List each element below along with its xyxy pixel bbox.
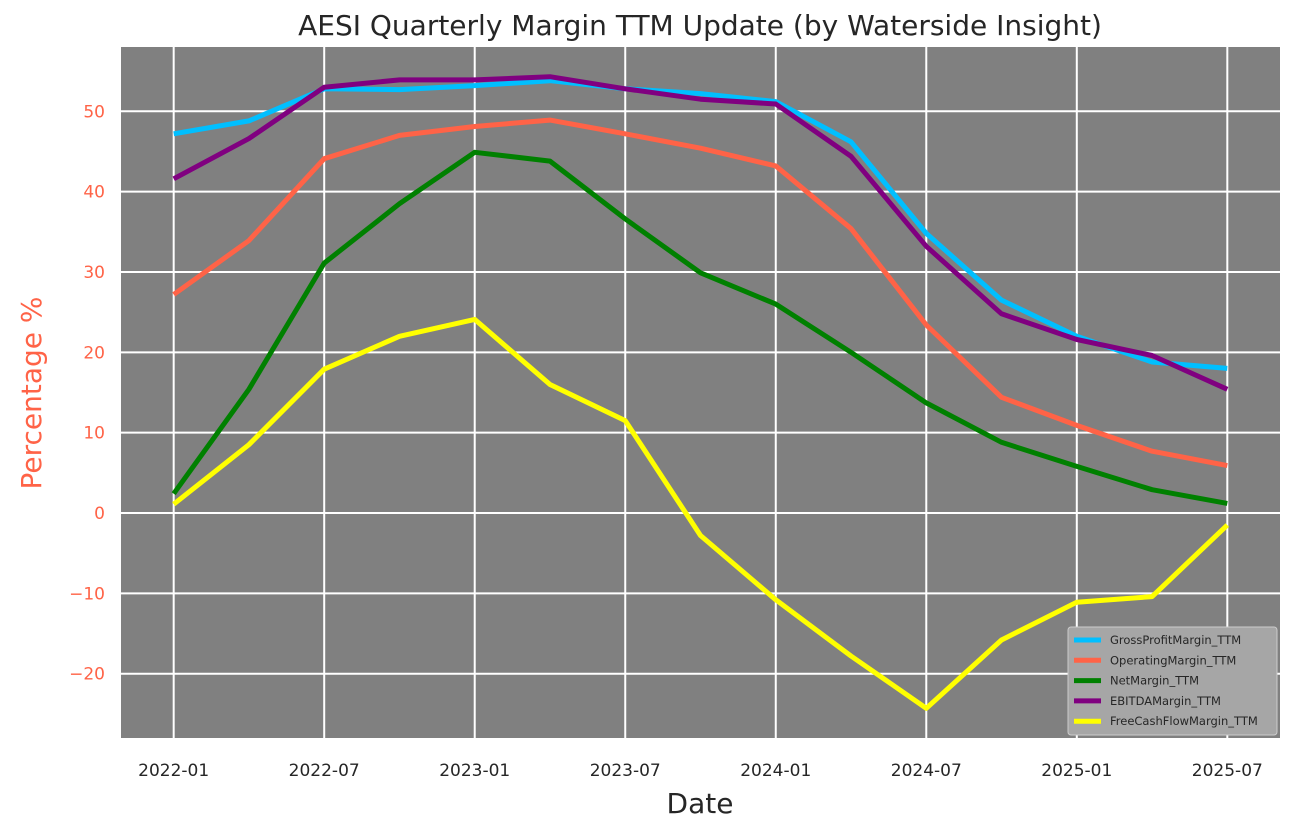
x-axis-label: Date [667, 787, 734, 820]
series-layer [171, 74, 1230, 711]
y-axis-label: Percentage % [15, 296, 48, 489]
x-tick-label: 2024-01 [740, 761, 811, 781]
x-tick-label: 2025-01 [1041, 761, 1112, 781]
x-axis-ticks: 2022-01 2022-07 2023-01 2023-07 2024-01 2024-… [138, 761, 1263, 781]
chart-title: AESI Quarterly Margin TTM Update (by Wat… [298, 9, 1102, 42]
y-tick-label: 50 [83, 102, 105, 122]
legend-label: OperatingMargin_TTM [1110, 653, 1236, 667]
series-line-EBITDAMargin_TTM [172, 74, 1229, 392]
y-tick-label: 0 [94, 504, 105, 524]
x-tick-label: 2022-07 [289, 761, 360, 781]
legend: GrossProfitMargin_TTM OperatingMargin_TTM… [1067, 626, 1278, 736]
series-line-FreeCashFlowMargin_TTM [172, 316, 1230, 711]
x-tick-label: 2024-07 [891, 761, 962, 781]
grid-layer [121, 47, 1280, 738]
legend-items: GrossProfitMargin_TTM OperatingMargin_TTM… [1074, 633, 1258, 728]
y-tick-label: −20 [69, 665, 105, 685]
legend-label: FreeCashFlowMargin_TTM [1110, 714, 1258, 728]
series-line-OperatingMargin_TTM [172, 117, 1228, 469]
x-tick-label: 2022-01 [138, 761, 209, 781]
y-tick-label: 20 [83, 343, 105, 363]
y-tick-label: 30 [83, 263, 105, 283]
series-line-GrossProfitMargin_TTM [173, 78, 1228, 371]
y-tick-label: 10 [83, 424, 105, 444]
legend-label: GrossProfitMargin_TTM [1110, 633, 1241, 647]
legend-label: NetMargin_TTM [1110, 674, 1199, 688]
legend-label: EBITDAMargin_TTM [1110, 694, 1221, 708]
y-tick-label: 40 [83, 183, 105, 203]
plot-background [121, 47, 1280, 738]
y-tick-label: −10 [69, 584, 105, 604]
series-line-NetMargin_TTM [171, 149, 1228, 506]
x-tick-label: 2023-01 [439, 761, 510, 781]
legend-box [1067, 626, 1278, 736]
x-tick-label: 2023-07 [590, 761, 661, 781]
x-tick-label: 2025-07 [1192, 761, 1263, 781]
y-axis-ticks: −20 −10 0 10 20 30 40 50 [69, 102, 105, 684]
